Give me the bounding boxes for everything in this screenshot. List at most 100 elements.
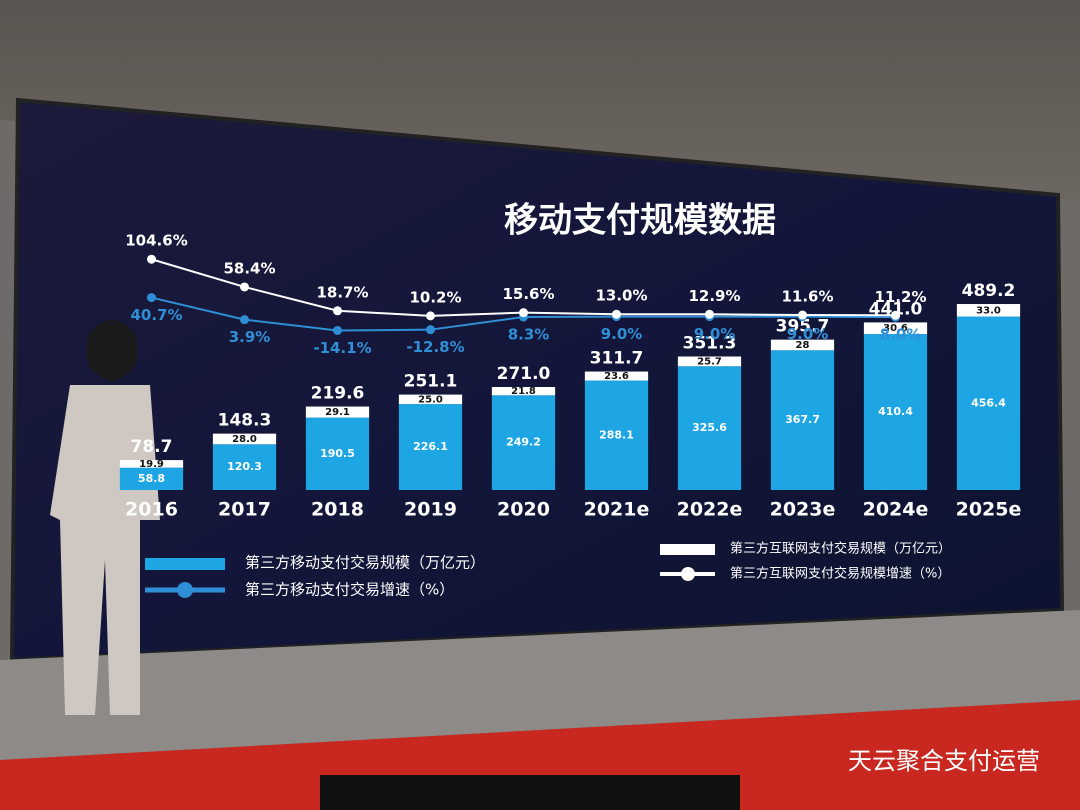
line-value-label: 104.6% bbox=[125, 232, 187, 250]
bar-value-label: 19.9 bbox=[139, 459, 164, 470]
point bbox=[426, 311, 435, 321]
point bbox=[798, 310, 807, 320]
bar-value-label: 249.2 bbox=[506, 436, 541, 449]
x-tick-label: 2022e bbox=[677, 499, 743, 521]
bar-value-label: 410.4 bbox=[878, 405, 913, 418]
bar bbox=[677, 366, 742, 490]
watermark: 天云聚合支付运营 bbox=[848, 747, 1040, 775]
bar bbox=[584, 371, 649, 381]
point bbox=[333, 325, 342, 335]
legend-label: 第三方互联网支付交易规模（万亿元） bbox=[730, 541, 951, 557]
bar-value-label: 28.0 bbox=[232, 434, 257, 445]
bar-value-label: 28 bbox=[796, 340, 810, 351]
total-label: 271.0 bbox=[497, 364, 551, 384]
x-tick-label: 2017 bbox=[218, 499, 271, 521]
bar-value-label: 288.1 bbox=[599, 428, 634, 441]
total-label: 78.7 bbox=[131, 437, 173, 457]
bar-value-label: 21.8 bbox=[511, 386, 536, 397]
bar-value-label: 120.3 bbox=[227, 460, 262, 473]
line-value-label: 15.6% bbox=[502, 285, 554, 303]
bar bbox=[491, 395, 556, 490]
total-label: 148.3 bbox=[218, 411, 272, 431]
bar bbox=[584, 380, 649, 490]
line-value-label: 58.4% bbox=[223, 259, 275, 277]
bar bbox=[305, 417, 370, 490]
x-tick-label: 2025e bbox=[956, 499, 1022, 521]
bar-value-label: 226.1 bbox=[413, 440, 448, 453]
legend-label: 第三方互联网支付交易规模增速（%） bbox=[730, 566, 950, 582]
x-tick-label: 2023e bbox=[770, 499, 836, 521]
bar bbox=[770, 339, 835, 351]
bar-value-label: 33.0 bbox=[976, 305, 1001, 316]
line-value-label: 10.2% bbox=[409, 288, 461, 306]
bar bbox=[770, 350, 835, 490]
bar-value-label: 25.0 bbox=[418, 394, 443, 405]
x-tick-label: 2021e bbox=[584, 499, 650, 521]
point bbox=[891, 310, 900, 320]
bar-value-label: 367.7 bbox=[785, 413, 820, 426]
legend-swatch bbox=[660, 544, 715, 555]
bar bbox=[677, 356, 742, 367]
x-tick-label: 2016 bbox=[125, 499, 178, 521]
bar-value-label: 29.1 bbox=[325, 407, 350, 418]
bar-value-label: 30.6 bbox=[883, 323, 908, 334]
line-value-label: 3.9% bbox=[229, 328, 271, 346]
bar bbox=[212, 444, 277, 490]
legend-swatch bbox=[177, 582, 193, 598]
total-label: 351.3 bbox=[683, 334, 737, 354]
x-tick-label: 2024e bbox=[863, 499, 929, 521]
line-value-label: 11.6% bbox=[781, 288, 833, 306]
total-label: 311.7 bbox=[590, 349, 644, 369]
total-label: 489.2 bbox=[962, 281, 1016, 301]
point bbox=[147, 254, 156, 264]
line-value-label: 12.9% bbox=[688, 287, 740, 305]
x-tick-label: 2020 bbox=[497, 499, 550, 521]
bar bbox=[119, 460, 184, 468]
line-value-label: 9.0% bbox=[787, 325, 829, 343]
legend-swatch bbox=[681, 567, 695, 581]
total-label: 219.6 bbox=[311, 384, 365, 404]
bar bbox=[398, 394, 463, 405]
bar bbox=[956, 304, 1021, 317]
bar bbox=[956, 316, 1021, 490]
bar-value-label: 23.6 bbox=[604, 371, 629, 382]
bar bbox=[212, 433, 277, 445]
point bbox=[240, 282, 249, 292]
bar bbox=[119, 467, 184, 490]
point bbox=[612, 309, 621, 319]
point bbox=[426, 325, 435, 335]
legend-swatch bbox=[145, 558, 225, 570]
line-value-label: 8.0% bbox=[880, 326, 922, 344]
x-tick-label: 2018 bbox=[311, 499, 364, 521]
line-value-label: -12.8% bbox=[406, 338, 464, 356]
point bbox=[519, 308, 528, 318]
bar bbox=[863, 334, 928, 490]
bar-value-label: 456.4 bbox=[971, 396, 1006, 409]
line-value-label: 8.3% bbox=[508, 326, 550, 344]
line-value-label: 11.2% bbox=[874, 288, 926, 306]
monitor bbox=[320, 775, 740, 810]
point bbox=[333, 306, 342, 316]
bar bbox=[305, 406, 370, 418]
line-value-label: 9.0% bbox=[601, 325, 643, 343]
stage bbox=[0, 610, 1080, 760]
stage-skirt bbox=[0, 700, 1080, 810]
total-label: 251.1 bbox=[404, 372, 458, 392]
bar-value-label: 190.5 bbox=[320, 447, 355, 460]
legend-label: 第三方移动支付交易规模（万亿元） bbox=[245, 554, 485, 572]
point bbox=[240, 315, 249, 325]
legend-label: 第三方移动支付交易增速（%） bbox=[245, 581, 454, 599]
total-label: 395.7 bbox=[776, 317, 830, 337]
chart-title: 移动支付规模数据 bbox=[504, 201, 776, 241]
bar bbox=[491, 387, 556, 396]
line-value-label: -14.1% bbox=[313, 339, 371, 357]
x-tick-label: 2019 bbox=[404, 499, 457, 521]
bar bbox=[863, 322, 928, 335]
screen bbox=[9, 97, 1065, 663]
point bbox=[147, 293, 156, 303]
bar-value-label: 25.7 bbox=[697, 356, 722, 367]
line-value-label: 18.7% bbox=[316, 283, 368, 301]
line-value-label: 9.0% bbox=[694, 325, 736, 343]
line-value-label: 13.0% bbox=[595, 287, 647, 305]
